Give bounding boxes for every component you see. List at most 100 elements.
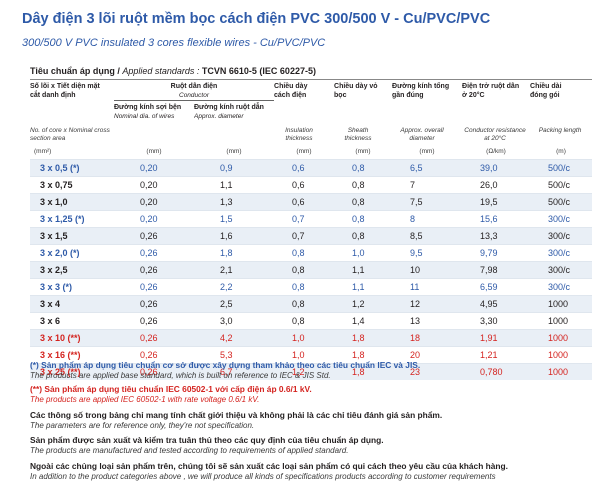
cell-resistance: 4,95 xyxy=(462,295,531,313)
cell-resistance: 6,59 xyxy=(462,278,531,296)
cell-packing: 1000 xyxy=(530,312,593,330)
header-overall-en: Approx. overall diameter xyxy=(400,127,444,142)
table-row: 3 x 25 (**) 0,26 6,7 1,2 1,8 23 0,780 1000 xyxy=(30,363,593,380)
note-2: (**) Sản phẩm áp dụng tiêu chuẩn IEC 605… xyxy=(30,384,312,394)
cell-sheath: 1,1 xyxy=(334,278,393,296)
applied-standard: Tiêu chuẩn áp dụng / Applied standards :… xyxy=(30,66,590,76)
cell-resistance: 19,5 xyxy=(462,193,531,211)
cell-overall: 20 xyxy=(392,346,463,364)
cell-wire-dia: 0,26 xyxy=(114,329,194,347)
cell-resistance: 9,79 xyxy=(462,244,531,262)
header-resistance-en: Conductor resistance at 20°C xyxy=(464,127,526,142)
cell-size: 3 x 0,75 xyxy=(30,176,114,194)
cell-resistance: 26,0 xyxy=(462,176,531,194)
cell-packing: 1000 xyxy=(530,346,593,364)
unit-packing: (m) xyxy=(556,147,566,155)
cell-insulation: 0,8 xyxy=(274,261,335,279)
cell-sheath: 0,8 xyxy=(334,176,393,194)
cell-overall: 8,5 xyxy=(392,227,463,245)
cell-overall: 18 xyxy=(392,329,463,347)
unit-resistance: (Ω/km) xyxy=(486,147,506,155)
cell-sheath: 1,2 xyxy=(334,295,393,313)
cell-sheath: 1,4 xyxy=(334,312,393,330)
header-cond-dia: Đường kính ruột dẫn Approx. diameter xyxy=(194,104,264,120)
header-resistance: Điện trở ruột dẫn ở 20°C xyxy=(462,83,520,99)
cell-sheath: 0,8 xyxy=(334,193,393,211)
header-sheath: Chiều dày vỏ bọc xyxy=(334,83,378,99)
standard-label-vi: Tiêu chuẩn áp dụng / xyxy=(30,66,123,76)
cell-overall: 6,5 xyxy=(392,159,463,177)
cell-size: 3 x 0,5 (*) xyxy=(30,159,114,177)
table-row: 3 x 0,75 0,20 1,1 0,6 0,8 7 26,0 500/c xyxy=(30,176,593,194)
cell-resistance: 15,6 xyxy=(462,210,531,228)
header-insulation-en: Insulation thickness xyxy=(285,127,313,142)
cell-overall: 9,5 xyxy=(392,244,463,262)
cell-overall: 7 xyxy=(392,176,463,194)
cell-packing: 1000 xyxy=(530,295,593,313)
cell-packing: 1000 xyxy=(530,329,593,347)
header-insulation: Chiều dày cách điện xyxy=(274,83,308,99)
cell-insulation: 0,8 xyxy=(274,312,335,330)
header-row-en: No. of core x Nominal cross section area… xyxy=(30,121,592,143)
unit-row: (mm²) (mm) (mm) (mm) (mm) (mm) (Ω/km) (m… xyxy=(30,143,592,160)
standard-label-en: Applied standards : xyxy=(122,66,202,76)
cell-wire-dia: 0,20 xyxy=(114,159,194,177)
cell-resistance: 1,21 xyxy=(462,346,531,364)
cell-insulation: 0,8 xyxy=(274,295,335,313)
cell-size: 3 x 3 (*) xyxy=(30,278,114,296)
table-row: 3 x 16 (**) 0,26 5,3 1,0 1,8 20 1,21 1000 xyxy=(30,346,593,364)
cell-wire-dia: 0,20 xyxy=(114,176,194,194)
cell-packing: 1000 xyxy=(530,363,593,380)
cell-cond-dia: 2,5 xyxy=(194,295,275,313)
cell-insulation: 0,8 xyxy=(274,278,335,296)
cell-insulation: 0,6 xyxy=(274,193,335,211)
cell-wire-dia: 0,26 xyxy=(114,295,194,313)
cell-resistance: 1,91 xyxy=(462,329,531,347)
cell-wire-dia: 0,26 xyxy=(114,312,194,330)
header-conductor: Ruột dẫn điện Conductor xyxy=(114,82,275,101)
cell-packing: 500/c xyxy=(530,159,593,177)
table-row: 3 x 2,5 0,26 2,1 0,8 1,1 10 7,98 300/c xyxy=(30,261,593,279)
cell-insulation: 0,7 xyxy=(274,210,335,228)
table-row: 3 x 1,0 0,20 1,3 0,6 0,8 7,5 19,5 500/c xyxy=(30,193,593,211)
cell-sheath: 1,8 xyxy=(334,363,393,380)
cell-cond-dia: 5,3 xyxy=(194,346,275,364)
cell-cond-dia: 6,7 xyxy=(194,363,275,380)
cell-size: 3 x 25 (**) xyxy=(30,363,114,380)
page-title: Dây điện 3 lõi ruột mềm bọc cách điện PV… xyxy=(22,11,491,27)
unit-size: (mm²) xyxy=(34,147,52,155)
note-3-en: The parameters are for reference only, t… xyxy=(30,421,255,430)
cell-packing: 300/c xyxy=(530,244,593,262)
note-4-en: The products are manufactured and tested… xyxy=(30,446,349,455)
cell-size: 3 x 1,25 (*) xyxy=(30,210,114,228)
cell-resistance: 13,3 xyxy=(462,227,531,245)
note-2-en: The products are applied IEC 60502-1 wit… xyxy=(30,395,260,404)
table-row: 3 x 3 (*) 0,26 2,2 0,8 1,1 11 6,59 300/c xyxy=(30,278,593,296)
cell-wire-dia: 0,26 xyxy=(114,261,194,279)
cell-size: 3 x 6 xyxy=(30,312,114,330)
cell-wire-dia: 0,26 xyxy=(114,363,194,380)
page-subtitle: 300/500 V PVC insulated 3 cores flexible… xyxy=(22,37,326,49)
table-body: 3 x 0,5 (*) 0,20 0,9 0,6 0,8 6,5 39,0 500/c 3 x … xyxy=(30,159,593,380)
cell-sheath: 1,8 xyxy=(334,329,393,347)
unit-cond-dia: (mm) xyxy=(226,147,242,155)
cell-size: 3 x 10 (**) xyxy=(30,329,114,347)
header-packing-en: Packing length xyxy=(538,127,582,134)
note-1: (*) Sản phẩm áp dụng tiêu chuẩn cơ sở đư… xyxy=(30,360,421,370)
note-4: Sản phẩm được sản xuất và kiểm tra tuân … xyxy=(30,435,384,445)
unit-wire-dia: (mm) xyxy=(146,147,162,155)
cell-cond-dia: 1,6 xyxy=(194,227,275,245)
cell-cond-dia: 2,1 xyxy=(194,261,275,279)
cell-size: 3 x 4 xyxy=(30,295,114,313)
cell-packing: 500/c xyxy=(530,176,593,194)
header-overall: Đường kính tổng gần đúng xyxy=(392,83,450,99)
cell-insulation: 1,0 xyxy=(274,329,335,347)
header-row-vi-2: Đường kính sợi bện Nominal dia. of wires … xyxy=(30,101,592,122)
cell-overall: 10 xyxy=(392,261,463,279)
cell-insulation: 0,6 xyxy=(274,176,335,194)
unit-overall: (mm) xyxy=(419,147,435,155)
divider xyxy=(30,79,592,80)
cell-cond-dia: 1,8 xyxy=(194,244,275,262)
cell-insulation: 1,0 xyxy=(274,346,335,364)
cell-insulation: 0,6 xyxy=(274,159,335,177)
